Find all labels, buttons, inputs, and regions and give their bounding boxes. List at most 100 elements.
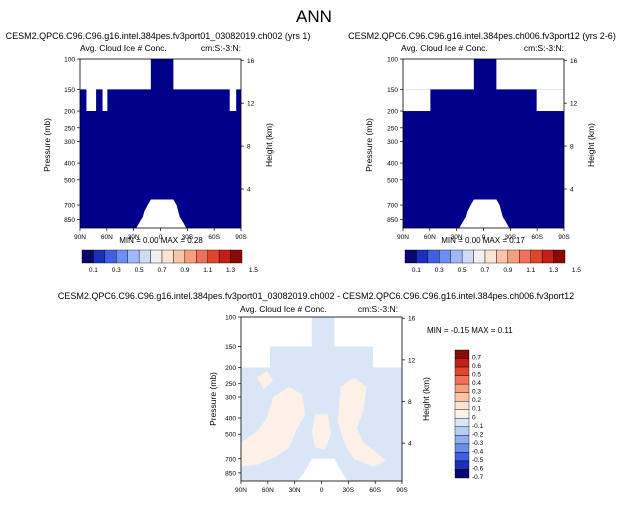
x-tick-label: 60N	[424, 234, 436, 241]
panel-3-ylabel-right: Height (km)	[421, 377, 431, 421]
colorbar-swatch	[454, 358, 470, 368]
panel-1: CESM2.QPC6.C96.C96.g16.intel.384pes.fv3p…	[6, 31, 311, 274]
colorbar-swatch	[454, 426, 470, 436]
y-tick-label: 850	[387, 217, 398, 224]
x-tick-label: 90N	[397, 234, 409, 241]
colorbar-label: 0.7	[157, 267, 166, 274]
colorbar-label: 0.3	[435, 267, 444, 274]
colorbar-swatch	[138, 249, 151, 264]
y-tick-label: 200	[387, 109, 398, 116]
colorbar-label: 0.9	[180, 267, 189, 274]
colorbar-swatch	[184, 249, 197, 264]
panel-2-stats: MIN = 0.00 MAX = 0.17	[441, 236, 525, 245]
colorbar-swatch	[104, 249, 117, 264]
colorbar-swatch	[519, 249, 531, 264]
panel-1-ylabel-right: Height (km)	[264, 123, 274, 167]
x-tick-label: 60S	[208, 234, 220, 241]
y-tick-label: 150	[64, 87, 75, 94]
panel-3-difference: CESM2.QPC6.C96.C96.g16.intel.384pes.fv3p…	[58, 291, 574, 494]
colorbar-swatch	[454, 409, 470, 419]
colorbar-swatch	[454, 392, 470, 402]
panel-1-colorbar: 0.1 0.3 0.5 0.7 0.9 1.1 1.3 1.5	[81, 249, 258, 274]
colorbar-swatch	[116, 249, 128, 264]
field-region	[80, 59, 241, 228]
colorbar-label: -0.6	[472, 465, 484, 472]
x-tick-label: 30N	[289, 487, 301, 494]
panel-3-colorbar: 0.70.6 0.50.4 0.30.2 0.10 -0.1-0.2 -0.3-0.4 -0…	[454, 349, 484, 481]
y-tick-label: 100	[64, 57, 75, 64]
colorbar-swatch	[196, 249, 208, 264]
x-tick-label: 90S	[558, 234, 570, 241]
colorbar-swatch	[404, 249, 417, 264]
panel-2-subtitle-left: Avg. Cloud Ice # Conc.	[401, 43, 488, 53]
panel-3-stats: MIN = -0.15 MAX = 0.11	[427, 326, 513, 335]
panel-3-plot: 90N 60N 30N 0 30S 60S 90S 100 150 200 250 300 400 500…	[225, 315, 415, 495]
y2-tick-label: 4	[408, 441, 412, 448]
colorbar-swatch	[439, 249, 451, 264]
colorbar-swatch	[454, 443, 470, 453]
panel-1-subtitle-left: Avg. Cloud Ice # Conc.	[80, 43, 167, 53]
colorbar-label: 0.6	[472, 363, 481, 370]
field-contour-region	[337, 377, 386, 467]
colorbar-swatch	[93, 249, 106, 264]
colorbar-label: 1.3	[226, 267, 235, 274]
y-tick-label: 300	[387, 139, 398, 146]
panel-3-ylabel: Pressure (mb)	[208, 372, 218, 426]
y-tick-label: 700	[64, 203, 75, 210]
panel-2-ylabel: Pressure (mb)	[364, 118, 374, 172]
colorbar-swatch	[484, 249, 497, 264]
colorbar-label: 1.5	[572, 267, 581, 274]
plot-frame	[79, 58, 242, 229]
x-tick-label: 0	[320, 487, 324, 494]
colorbar-swatch	[473, 249, 486, 264]
colorbar-label: -0.3	[472, 440, 484, 447]
y-tick-label: 200	[225, 365, 236, 372]
panel-1-title: CESM2.QPC6.C96.C96.g16.intel.384pes.fv3p…	[6, 31, 311, 41]
colorbar-swatch	[496, 249, 509, 264]
panel-1-ylabel: Pressure (mb)	[42, 118, 52, 172]
colorbar-swatch	[454, 366, 470, 376]
field-contour-region	[257, 371, 274, 390]
colorbar-swatch	[454, 349, 470, 359]
colorbar-swatch	[127, 249, 140, 264]
colorbar-swatch	[230, 249, 243, 264]
y-tick-label: 400	[387, 161, 398, 168]
panel-3-subtitle-left: Avg. Cloud Ice # Conc.	[240, 304, 327, 314]
colorbar-swatch	[427, 249, 440, 264]
y2-tick-label: 16	[570, 58, 578, 65]
y2-tick-label: 4	[247, 186, 251, 193]
panel-1-stats: MIN = 0.00 MAX = 0.28	[119, 236, 203, 245]
y-tick-label: 200	[64, 109, 75, 116]
colorbar-swatch	[454, 460, 470, 470]
colorbar-swatch	[530, 249, 543, 264]
y-tick-label: 100	[387, 57, 398, 64]
x-tick-label: 0	[482, 234, 486, 241]
y-tick-label: 250	[225, 381, 236, 388]
field-contour-region	[311, 414, 332, 450]
missing-region	[403, 89, 431, 112]
colorbar-label: 1.1	[526, 267, 535, 274]
colorbar-swatch	[150, 249, 163, 264]
colorbar-label: 0.1	[412, 267, 421, 274]
colorbar-swatch	[454, 383, 470, 393]
x-tick-label: 0	[159, 234, 163, 241]
colorbar-swatch	[541, 249, 554, 264]
colorbar-label: -0.5	[472, 457, 484, 464]
field-region	[403, 59, 564, 228]
plot-frame	[402, 58, 565, 229]
colorbar-swatch	[454, 375, 470, 385]
colorbar-swatch	[454, 401, 470, 410]
y-tick-label: 400	[64, 161, 75, 168]
panel-2-plot: 90N 60N 30N 0 30S 60S 90S 100 150 200 250 300 400 500…	[387, 57, 577, 242]
x-tick-label: 30N	[451, 234, 463, 241]
page-title: ANN	[296, 7, 332, 26]
y-tick-label: 250	[64, 125, 75, 132]
panel-3-title: CESM2.QPC6.C96.C96.g16.intel.384pes.fv3p…	[58, 291, 574, 301]
colorbar-label: 1.1	[203, 267, 212, 274]
colorbar-label: 0.3	[472, 389, 481, 396]
x-tick-label: 90N	[235, 487, 247, 494]
panel-2: CESM2.QPC6.C96.C96.g16.intel.384pes.ch00…	[348, 31, 616, 274]
colorbar-swatch	[416, 249, 429, 264]
y-tick-label: 100	[225, 315, 236, 322]
